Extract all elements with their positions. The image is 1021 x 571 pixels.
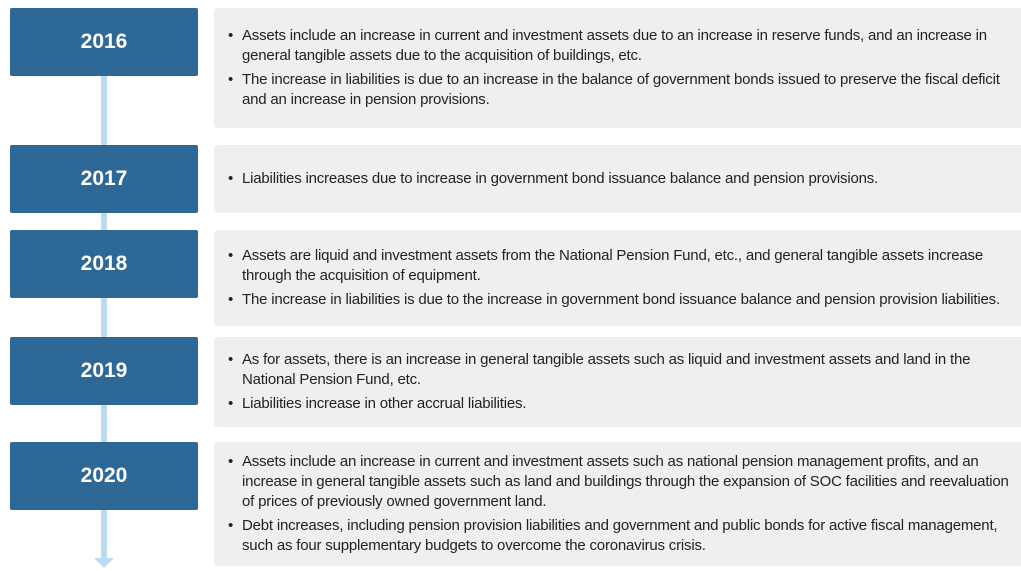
description-panel: Assets include an increase in current an… <box>214 442 1021 566</box>
timeline-line <box>101 70 107 560</box>
year-box: 2020 <box>10 442 198 510</box>
description-panel: Liabilities increases due to increase in… <box>214 145 1021 213</box>
bullet-text: Liabilities increases due to increase in… <box>228 169 1011 189</box>
timeline-arrow <box>94 558 114 568</box>
year-box: 2017 <box>10 145 198 213</box>
bullet-text: Assets are liquid and investment assets … <box>228 246 1011 286</box>
bullet-text: Assets include an increase in current an… <box>228 452 1011 512</box>
description-panel: Assets are liquid and investment assets … <box>214 230 1021 326</box>
bullet-text: As for assets, there is an increase in g… <box>228 350 1011 390</box>
bullet-text: The increase in liabilities is due to th… <box>228 290 1011 310</box>
bullet-text: Debt increases, including pension provis… <box>228 516 1011 556</box>
bullet-text: Liabilities increase in other accrual li… <box>228 394 1011 414</box>
year-box: 2018 <box>10 230 198 298</box>
bullet-text: The increase in liabilities is due to an… <box>228 70 1011 110</box>
year-box: 2016 <box>10 8 198 76</box>
bullet-text: Assets include an increase in current an… <box>228 26 1011 66</box>
description-panel: Assets include an increase in current an… <box>214 8 1021 128</box>
year-box: 2019 <box>10 337 198 405</box>
description-panel: As for assets, there is an increase in g… <box>214 337 1021 427</box>
